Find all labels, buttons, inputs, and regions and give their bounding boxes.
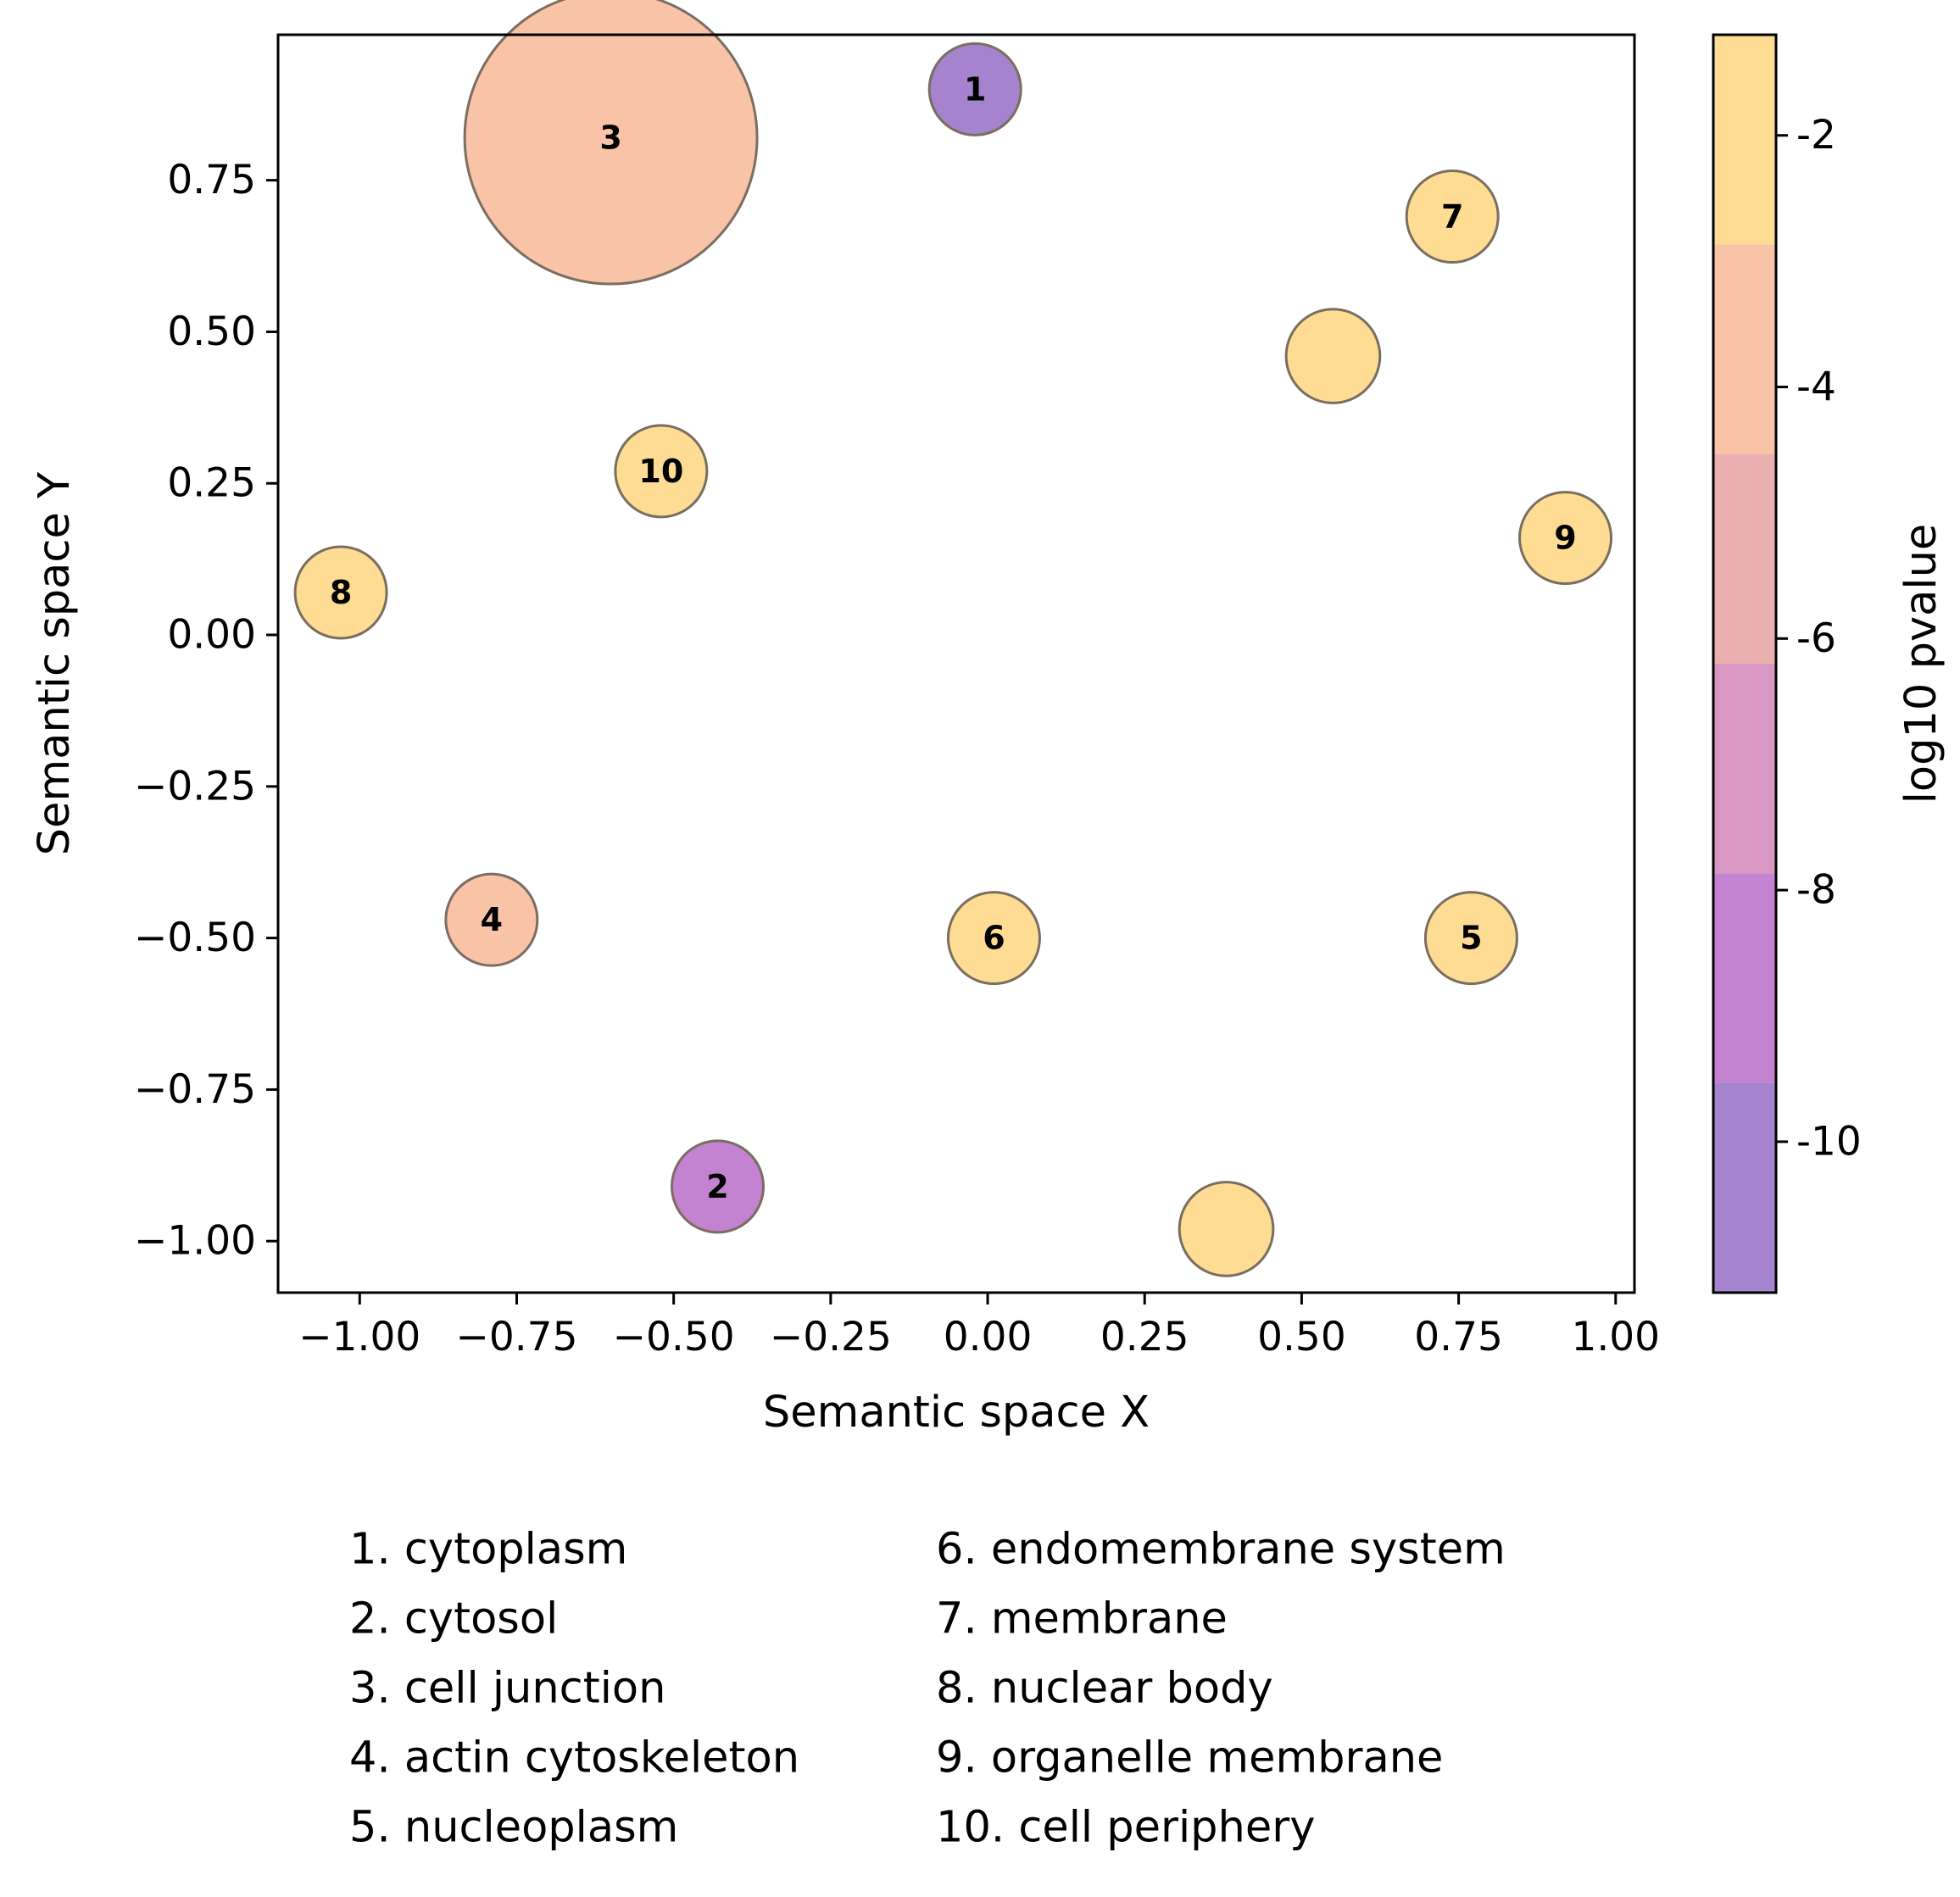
y-tick-label: −0.25 [134,763,256,809]
colorbar-title: log10 pvalue [1896,524,1946,804]
bubbles-layer: 1 2 3 4 5 6 7 8 9 10 [293,0,1613,1277]
bubble-3 [463,0,759,286]
x-tick-label: −0.25 [770,1314,892,1360]
y-tick-label: −0.50 [134,915,256,961]
legend-item: 8. nuclear body [936,1664,1273,1714]
bubble-4 [444,872,539,967]
legend-item: 3. cell junction [349,1664,665,1714]
x-tick-label: 0.00 [944,1314,1033,1360]
bubble-6 [946,891,1041,986]
y-tick-label: 0.75 [167,157,256,203]
y-tick-label: 0.25 [167,460,256,507]
legend-item: 9. organelle membrane [936,1733,1443,1783]
y-axis-title: Semantic space Y [30,471,80,855]
colorbar-tick-label: -10 [1796,1118,1862,1165]
colorbar-band [1713,873,1776,1083]
bubble-7 [1405,170,1500,264]
legend-item: 6. endomembrane system [936,1525,1506,1575]
bubble-unlabeled-11 [1178,1181,1275,1277]
bubble-label: 10 [638,453,683,490]
y-tick-label: −1.00 [134,1218,256,1265]
x-tick-label: −1.00 [298,1314,420,1360]
bubble-label: 2 [706,1168,728,1205]
x-tick-label: 0.75 [1414,1314,1503,1360]
colorbar-tick-label: -4 [1796,364,1836,410]
legend: 1. cytoplasm 2. cytosol 3. cell junction 4.… [349,1525,1506,1853]
bubble-unlabeled-10 [1284,308,1382,404]
bubble-5 [1423,891,1518,986]
bubble-label: 8 [330,574,352,611]
bubble-label: 3 [599,120,621,157]
legend-item: 1. cytoplasm [349,1525,627,1575]
colorbar-tick-label: -2 [1796,112,1836,159]
x-tick-label: −0.50 [613,1314,735,1360]
legend-item: 2. cytosol [349,1594,558,1644]
x-axis: −1.00 −0.75 −0.50 −0.25 0.00 0.25 0.50 0.75 1.00 [298,1293,1660,1360]
legend-item: 10. cell periphery [936,1803,1315,1853]
colorbar-tick-label: -8 [1796,867,1836,914]
x-tick-label: −0.75 [455,1314,577,1360]
plot-frame [276,33,1636,1294]
legend-item: 4. actin cytoskeleton [349,1733,799,1783]
y-axis: 0.75 0.50 0.25 0.00 −0.25 −0.50 −0.75 −1.00 [134,157,278,1265]
bubble-label: 9 [1554,520,1576,557]
colorbar-band [1713,453,1776,664]
legend-item: 7. membrane [936,1594,1228,1644]
bubble-label: 4 [481,901,503,938]
colorbar-tick-label: -6 [1796,615,1836,662]
colorbar-band [1713,35,1776,245]
x-tick-label: 0.25 [1100,1314,1189,1360]
bubble-label: 1 [964,70,986,108]
bubble-8 [293,545,388,640]
legend-item: 5. nucleoplasm [349,1803,678,1853]
y-tick-label: 0.50 [167,309,256,355]
y-tick-label: −0.75 [134,1066,256,1113]
bubble-10 [614,424,709,519]
x-tick-label: 1.00 [1571,1314,1660,1360]
bubble-label: 6 [983,920,1005,957]
colorbar: -2 -4 -6 -8 -10 [1712,33,1862,1294]
colorbar-band [1713,1082,1776,1293]
colorbar-frame [1712,33,1778,1294]
bubble-1 [927,42,1022,136]
bubble-label: 5 [1460,920,1482,957]
x-axis-title: Semantic space X [763,1388,1150,1438]
x-tick-label: 0.50 [1257,1314,1346,1360]
colorbar-band [1713,244,1776,454]
bubble-label: 7 [1441,198,1463,236]
bubble-9 [1518,491,1613,586]
y-tick-label: 0.00 [167,612,256,659]
bubble-2 [671,1139,766,1234]
colorbar-band [1713,664,1776,874]
